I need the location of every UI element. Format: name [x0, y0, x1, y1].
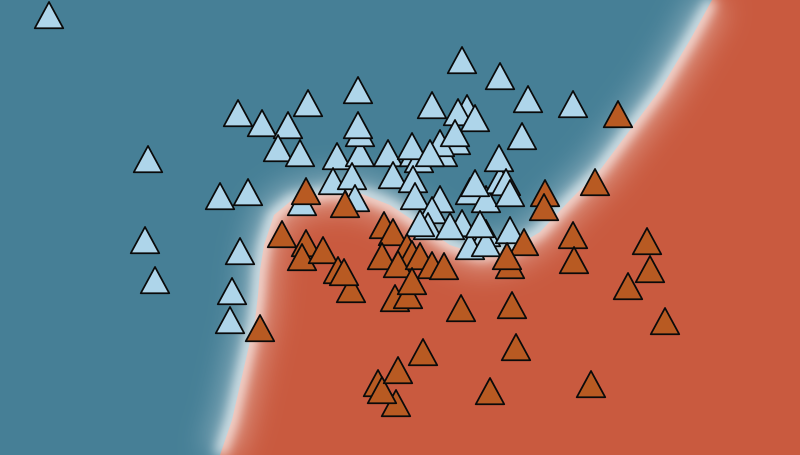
triangle-point-series-0-2 [129, 226, 161, 255]
triangle-point-series-0-14 [292, 89, 324, 118]
triangle-point-series-0-46 [512, 85, 544, 114]
triangle-point-series-0-8 [214, 306, 246, 335]
triangle-point-series-0-56 [434, 212, 466, 241]
triangle-point-series-1-4 [307, 236, 339, 265]
triangle-point-series-0-38 [416, 91, 448, 120]
triangle-point-series-1-26 [407, 338, 439, 367]
triangle-point-series-0-45 [484, 62, 516, 91]
triangle-point-series-0-0 [33, 1, 65, 30]
triangle-point-series-1-18 [428, 252, 460, 281]
triangle-point-series-1-42 [649, 307, 681, 336]
triangle-point-series-1-21 [396, 267, 428, 296]
triangle-point-series-1-34 [528, 193, 560, 222]
triangle-point-series-1-14 [366, 242, 398, 271]
triangle-point-series-1-15 [382, 250, 414, 279]
triangle-point-series-0-57 [404, 209, 436, 238]
triangle-point-series-0-43 [459, 169, 491, 198]
triangle-point-series-1-43 [575, 370, 607, 399]
triangle-point-series-1-36 [558, 246, 590, 275]
triangle-point-series-0-55 [494, 216, 526, 245]
triangle-point-series-0-9 [222, 99, 254, 128]
triangle-point-series-0-11 [272, 111, 304, 140]
triangle-point-series-1-24 [366, 376, 398, 405]
triangle-point-series-1-29 [500, 333, 532, 362]
triangle-point-series-1-41 [612, 272, 644, 301]
triangle-point-series-0-1 [132, 145, 164, 174]
triangle-point-series-1-27 [445, 294, 477, 323]
triangle-point-series-0-13 [284, 139, 316, 168]
triangle-point-series-0-48 [506, 122, 538, 151]
triangle-point-series-1-6 [335, 275, 367, 304]
triangle-point-series-1-25 [382, 356, 414, 385]
triangle-point-series-0-7 [216, 277, 248, 306]
triangle-point-series-0-25 [396, 132, 428, 161]
triangle-point-series-1-32 [508, 228, 540, 257]
scatter-markers [33, 1, 681, 418]
triangle-point-series-0-5 [232, 178, 264, 207]
triangle-point-series-1-37 [579, 168, 611, 197]
triangle-point-series-0-10 [246, 109, 278, 138]
triangle-point-series-0-17 [344, 139, 376, 168]
triangle-point-series-0-62 [414, 139, 446, 168]
triangle-point-series-1-1 [266, 220, 298, 249]
triangle-point-series-0-21 [372, 139, 404, 168]
triangle-point-series-0-6 [224, 237, 256, 266]
triangle-point-series-1-7 [328, 258, 360, 287]
triangle-point-series-1-11 [377, 218, 409, 247]
triangle-point-series-1-44 [491, 242, 523, 271]
triangle-point-series-0-16 [321, 142, 353, 171]
triangle-point-series-0-60 [342, 111, 374, 140]
triangle-point-series-1-8 [290, 177, 322, 206]
triangle-point-series-1-0 [244, 314, 276, 343]
triangle-point-series-1-9 [329, 190, 361, 219]
triangle-point-series-0-61 [439, 119, 471, 148]
triangle-point-series-1-38 [602, 100, 634, 129]
triangle-point-series-0-15 [342, 76, 374, 105]
triangle-point-series-0-28 [399, 182, 431, 211]
triangle-point-series-0-54 [464, 210, 496, 239]
triangle-point-series-0-34 [470, 185, 502, 214]
triangle-point-series-0-47 [557, 90, 589, 119]
triangle-point-series-0-44 [446, 46, 478, 75]
triangle-point-series-1-39 [631, 227, 663, 256]
triangle-point-series-0-12 [262, 134, 294, 163]
triangle-point-series-1-40 [634, 255, 666, 284]
triangle-point-series-0-36 [483, 144, 515, 173]
triangle-point-series-0-3 [139, 266, 171, 295]
triangle-point-series-1-28 [474, 377, 506, 406]
triangle-point-series-0-4 [204, 182, 236, 211]
triangle-point-series-0-40 [459, 104, 491, 133]
triangle-point-series-0-50 [494, 179, 526, 208]
triangle-point-series-1-30 [496, 291, 528, 320]
triangle-point-series-0-26 [377, 161, 409, 190]
triangle-point-series-0-53 [470, 229, 502, 258]
